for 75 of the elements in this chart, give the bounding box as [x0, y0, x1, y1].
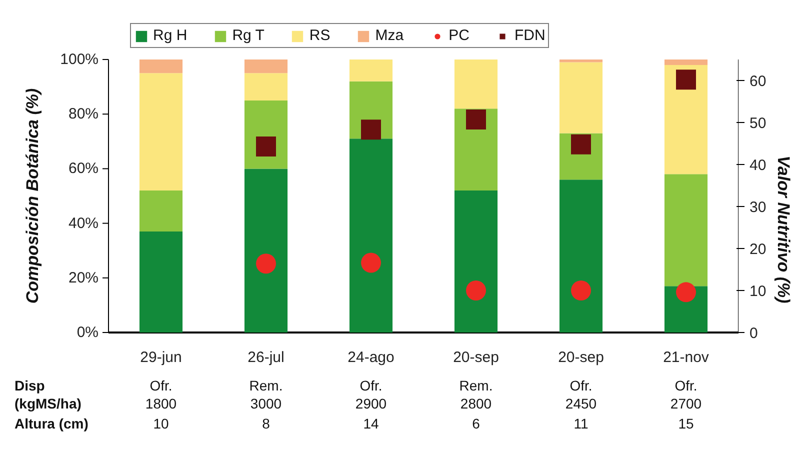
point [256, 254, 276, 274]
y-tick-label: 100% [60, 51, 99, 68]
text: 2900 [355, 396, 387, 412]
bar [139, 190, 183, 232]
y2-tick-label: 20 [750, 241, 766, 258]
text: 2800 [460, 396, 492, 412]
bar [559, 62, 603, 134]
y-tick-label: 0% [76, 324, 99, 341]
x-tick-label: 20-sep [453, 349, 499, 366]
text: 2700 [670, 396, 702, 412]
bar [139, 231, 183, 332]
point [466, 280, 486, 300]
legend-label: FDN [514, 27, 546, 44]
point [676, 70, 696, 90]
point [256, 136, 276, 156]
bar [454, 190, 498, 332]
bar [244, 60, 288, 74]
text: 14 [363, 416, 379, 432]
point [676, 282, 696, 302]
y2-tick-label: 0 [750, 325, 758, 342]
text: 3000 [250, 396, 282, 412]
point [466, 110, 486, 130]
y2-tick-label: 30 [750, 199, 766, 216]
bar [664, 64, 708, 174]
text: Altura (cm) [14, 416, 88, 432]
y2-tick-label: 10 [750, 283, 766, 300]
legend-label: Rg T [232, 27, 264, 44]
y-tick-label: 60% [68, 160, 99, 178]
x-tick-label: 20-sep [558, 349, 604, 366]
y2-tick-label: 40 [750, 157, 766, 174]
y2-axis-title: Valor Nutritivo (%) [774, 156, 794, 304]
y-axis-title: Composición Botánica (%) [23, 88, 42, 304]
point [571, 280, 591, 300]
y-tick-label: 40% [68, 214, 99, 232]
x-tick-label: 21-nov [663, 349, 710, 366]
bar [349, 60, 393, 82]
text: 11 [574, 416, 588, 432]
point [571, 134, 591, 154]
text: 6 [472, 416, 480, 432]
bar [349, 138, 393, 332]
bar [559, 60, 603, 62]
legend-label: PC [448, 27, 470, 44]
text: 2450 [565, 396, 597, 412]
legend-label: RS [309, 27, 330, 44]
y-tick-label: 80% [68, 106, 99, 123]
text: 15 [678, 416, 694, 432]
x-tick-label: 26-jul [248, 349, 284, 366]
y2-tick-label: 60 [750, 73, 766, 90]
text: 10 [153, 416, 169, 432]
text: Ofr. [674, 378, 698, 394]
text: 8 [262, 416, 270, 432]
bar [559, 180, 603, 332]
text: Rem. [459, 378, 493, 394]
x-tick-label: 29-jun [140, 349, 182, 366]
legend-label: Rg H [153, 27, 188, 44]
legend-label: Mza [375, 27, 404, 44]
bar [454, 60, 498, 109]
y-tick-label: 20% [68, 269, 99, 286]
text: Ofr. [150, 378, 172, 394]
text: Ofr. [360, 378, 382, 394]
x-tick-label: 24-ago [348, 349, 394, 366]
point [361, 252, 381, 273]
text: 1800 [145, 396, 177, 412]
text: Ofr. [570, 378, 592, 394]
text: Disp [14, 378, 45, 394]
text: Rem. [249, 378, 283, 394]
bar [244, 168, 288, 332]
bar [139, 73, 183, 191]
bar [664, 60, 708, 65]
bar [664, 174, 708, 286]
text: (kgMS/ha) [14, 396, 82, 412]
point [361, 120, 381, 140]
bar [139, 60, 183, 74]
bar [244, 73, 288, 100]
y2-tick-label: 50 [750, 115, 766, 132]
